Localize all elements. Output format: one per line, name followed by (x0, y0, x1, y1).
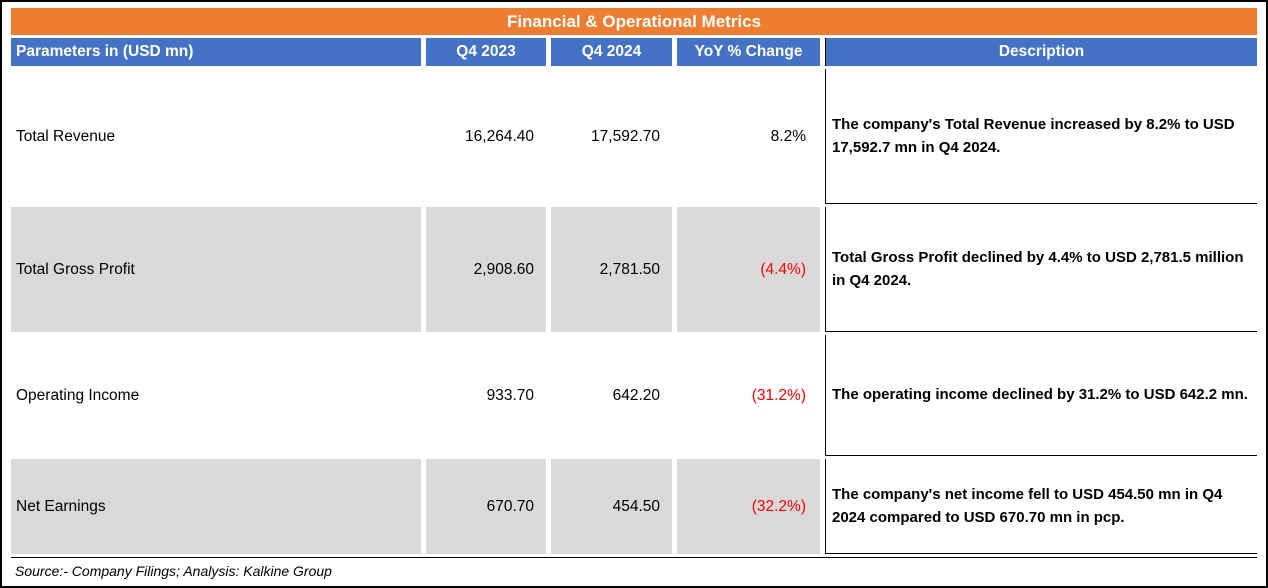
row-yoy-value: (4.4%) (677, 207, 820, 332)
column-header-yoy-change: YoY % Change (677, 38, 820, 66)
row-q4-2024-value: 17,592.70 (551, 69, 672, 204)
row-q4-2024-value: 2,781.50 (551, 207, 672, 332)
row-description: The company's net income fell to USD 454… (825, 459, 1257, 554)
row-q4-2023-value: 16,264.40 (426, 69, 546, 204)
row-description: The company's Total Revenue increased by… (825, 69, 1257, 204)
row-parameter: Operating Income (11, 335, 421, 456)
table-title: Financial & Operational Metrics (11, 8, 1257, 35)
row-description: Total Gross Profit declined by 4.4% to U… (825, 207, 1257, 332)
row-yoy-value: (31.2%) (677, 335, 820, 456)
column-header-q4-2024: Q4 2024 (551, 38, 672, 66)
row-q4-2023-value: 933.70 (426, 335, 546, 456)
row-q4-2023-value: 2,908.60 (426, 207, 546, 332)
column-header-q4-2023: Q4 2023 (426, 38, 546, 66)
source-note: Source:- Company Filings; Analysis: Kalk… (11, 557, 1257, 579)
metrics-grid: Parameters in (USD mn) Q4 2023 Q4 2024 Y… (11, 38, 1257, 554)
row-q4-2024-value: 642.20 (551, 335, 672, 456)
row-yoy-value: 8.2% (677, 69, 820, 204)
row-parameter: Total Revenue (11, 69, 421, 204)
row-yoy-value: (32.2%) (677, 459, 820, 554)
row-parameter: Net Earnings (11, 459, 421, 554)
row-description: The operating income declined by 31.2% t… (825, 335, 1257, 456)
row-q4-2024-value: 454.50 (551, 459, 672, 554)
column-header-description: Description (825, 38, 1257, 66)
column-header-parameters: Parameters in (USD mn) (11, 38, 421, 66)
row-q4-2023-value: 670.70 (426, 459, 546, 554)
row-parameter: Total Gross Profit (11, 207, 421, 332)
